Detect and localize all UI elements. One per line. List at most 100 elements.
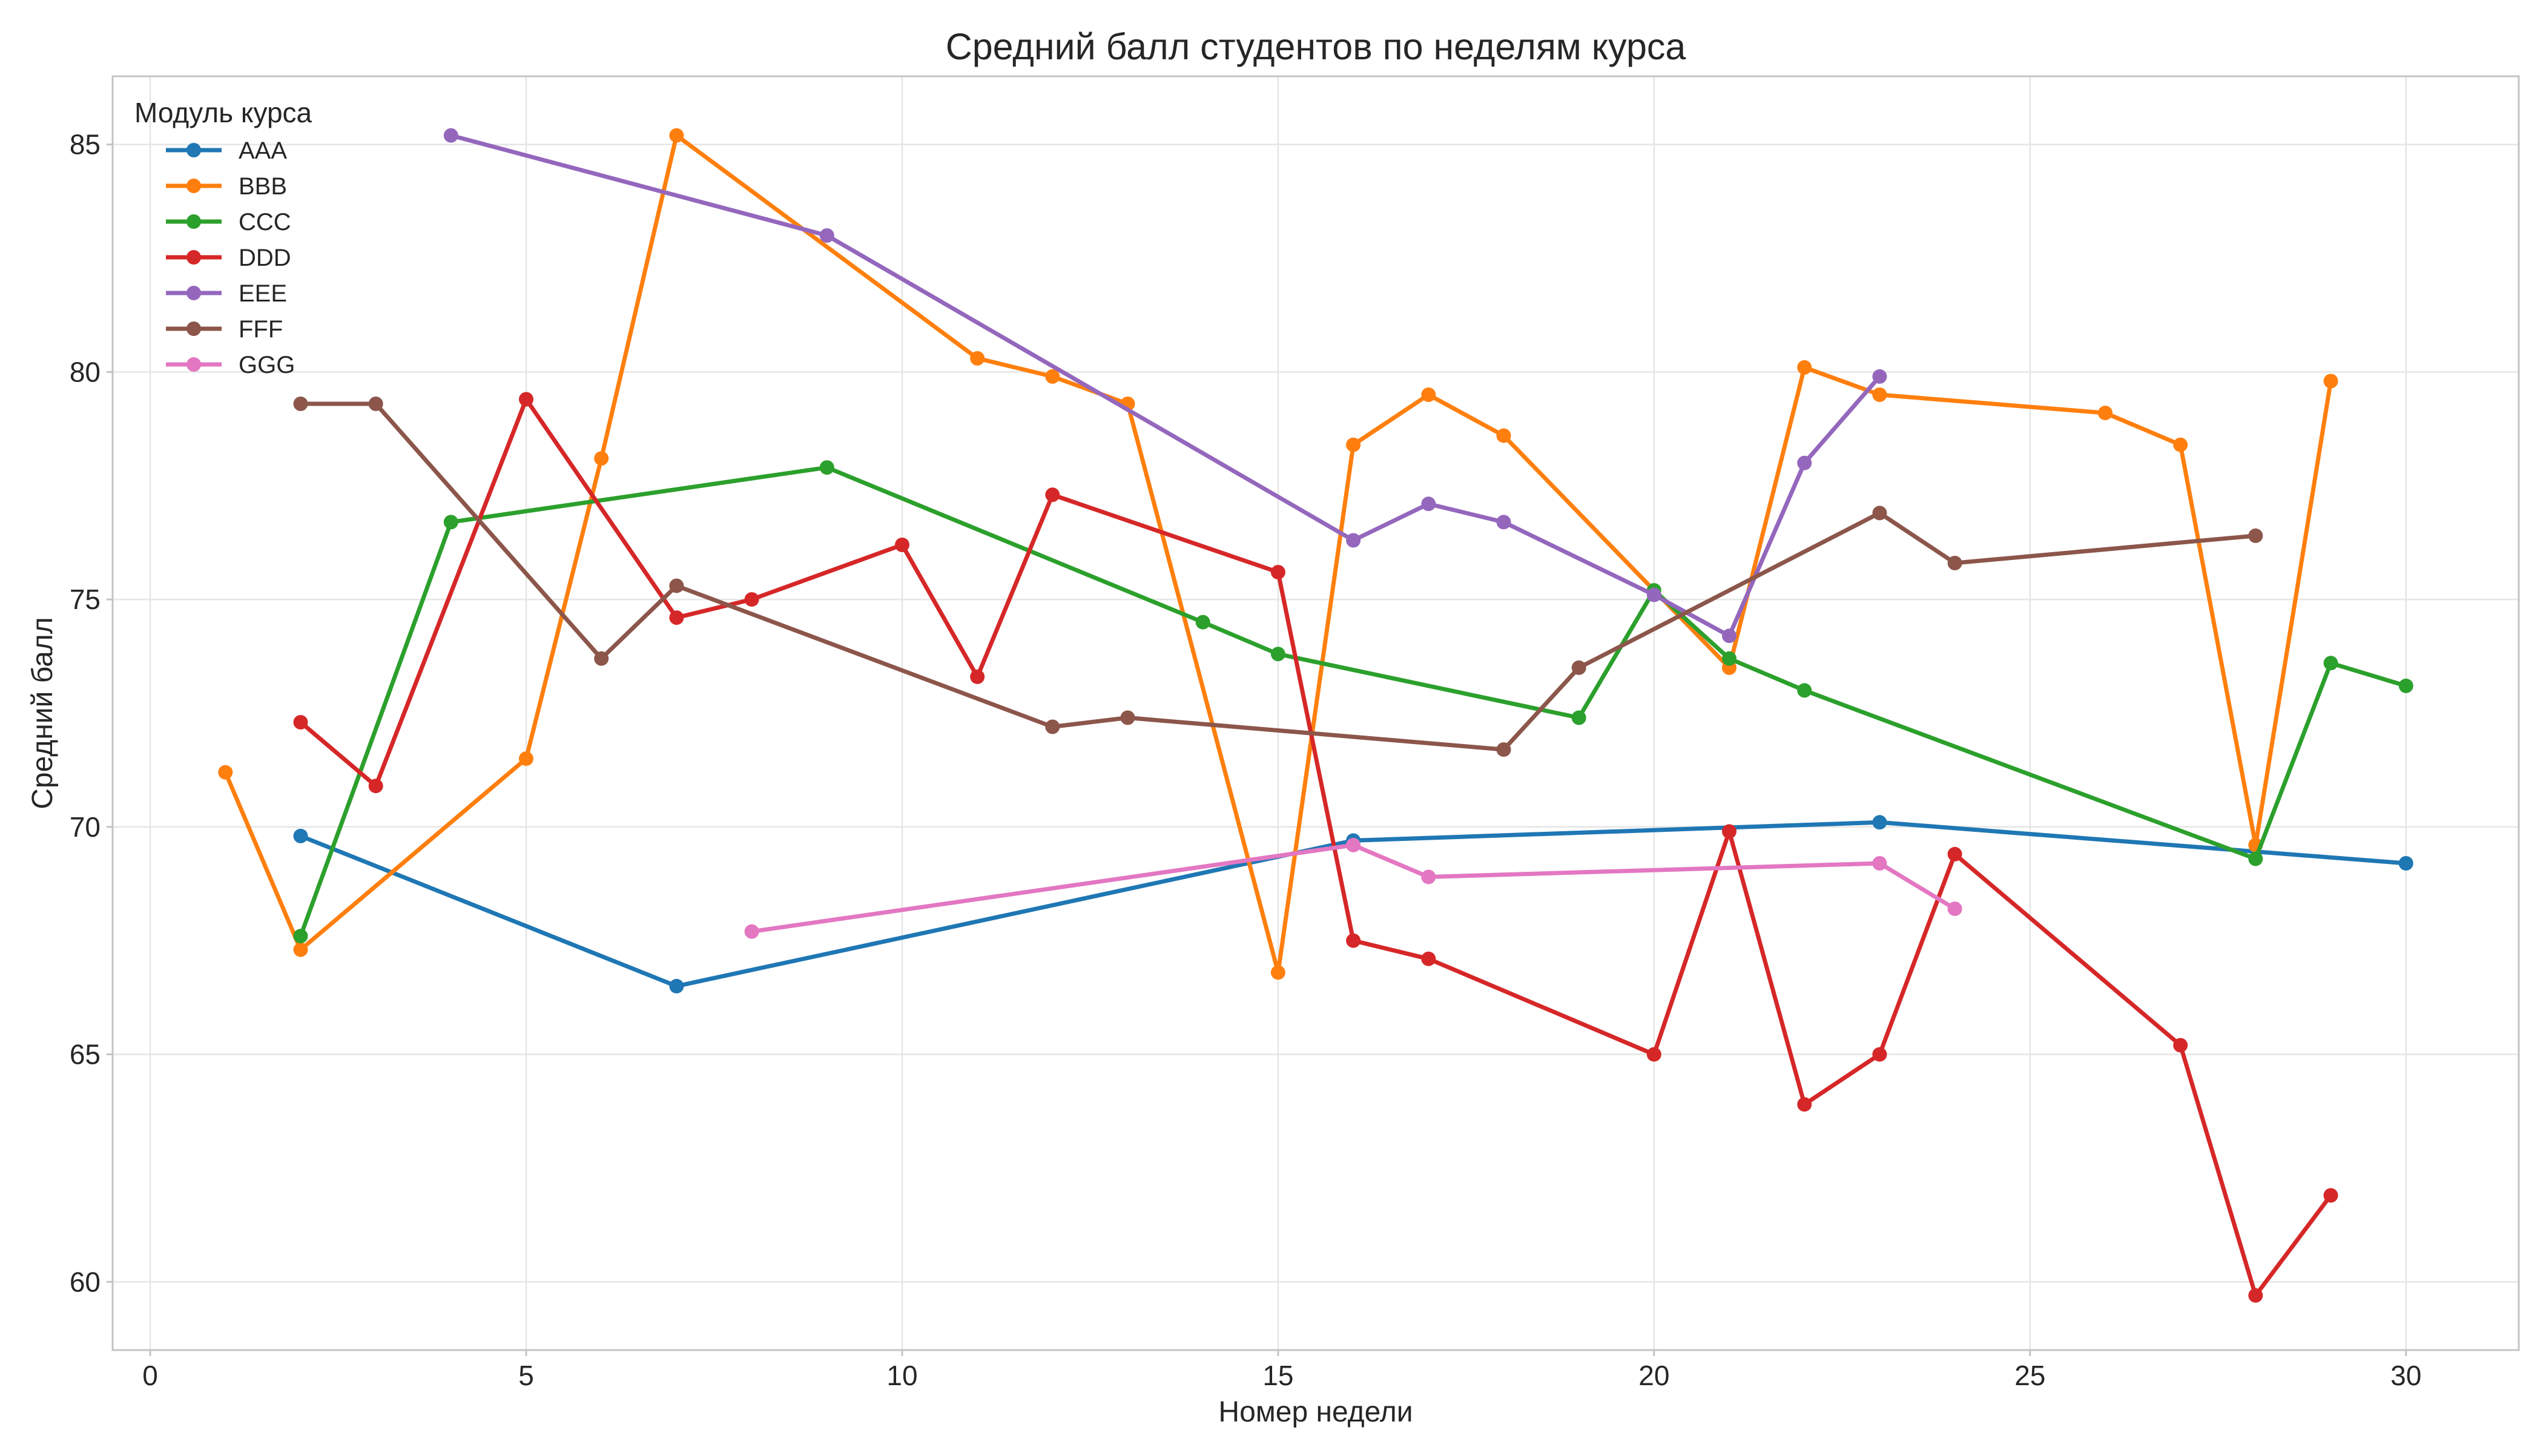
data-point-aaa bbox=[1872, 815, 1887, 830]
data-point-fff bbox=[594, 651, 609, 666]
data-point-eee bbox=[1872, 369, 1887, 384]
data-point-ddd bbox=[1270, 565, 1285, 580]
series-ddd bbox=[293, 392, 2338, 1303]
data-point-fff bbox=[1947, 556, 1962, 570]
data-point-bbb bbox=[669, 128, 684, 143]
data-point-eee bbox=[1346, 533, 1361, 548]
data-point-fff bbox=[2248, 528, 2263, 543]
legend-swatch-marker bbox=[186, 143, 201, 157]
data-point-ccc bbox=[1722, 651, 1737, 666]
legend-item-eee: EEE bbox=[166, 280, 287, 307]
data-point-ddd bbox=[2173, 1038, 2188, 1053]
data-point-eee bbox=[819, 228, 834, 243]
legend-label: CCC bbox=[239, 209, 291, 236]
data-point-ddd bbox=[2248, 1288, 2263, 1303]
data-point-ccc bbox=[2248, 851, 2263, 866]
legend-label: DDD bbox=[239, 245, 291, 271]
data-point-ccc bbox=[443, 515, 458, 530]
series-line-ccc bbox=[298, 465, 2409, 938]
x-tick-label: 25 bbox=[2014, 1360, 2045, 1391]
series-fff bbox=[293, 397, 2263, 757]
data-point-fff bbox=[1120, 710, 1135, 725]
x-axis-label: Номер недели bbox=[1218, 1396, 1413, 1428]
data-point-ccc bbox=[819, 460, 834, 475]
legend-swatch-marker bbox=[186, 179, 201, 193]
data-point-eee bbox=[1797, 455, 1812, 470]
data-point-bbb bbox=[218, 765, 233, 780]
x-tick-label: 10 bbox=[886, 1360, 917, 1391]
legend-label: FFF bbox=[239, 316, 283, 343]
plot-frame bbox=[111, 75, 2520, 1351]
legend-label: BBB bbox=[239, 173, 287, 200]
data-point-bbb bbox=[1045, 369, 1060, 384]
y-axis-label: Средний балл bbox=[27, 617, 59, 809]
data-point-ddd bbox=[895, 538, 909, 552]
data-point-ddd bbox=[519, 392, 533, 407]
data-point-ddd bbox=[293, 715, 308, 730]
chart-title: Средний балл студентов по неделям курса bbox=[946, 26, 1686, 67]
data-point-ddd bbox=[1346, 933, 1361, 948]
data-point-ddd bbox=[2323, 1188, 2338, 1203]
legend-swatch-marker bbox=[186, 321, 201, 336]
legend-item-bbb: BBB bbox=[166, 173, 287, 200]
data-point-ggg bbox=[1872, 856, 1887, 871]
data-point-ggg bbox=[1346, 837, 1361, 852]
data-point-aaa bbox=[2398, 856, 2413, 871]
data-point-bbb bbox=[1872, 387, 1887, 402]
legend-item-ccc: CCC bbox=[166, 209, 291, 236]
data-point-ddd bbox=[368, 779, 383, 794]
data-point-ccc bbox=[1571, 710, 1586, 725]
data-point-bbb bbox=[1346, 437, 1361, 452]
data-point-bbb bbox=[2098, 406, 2113, 421]
data-point-bbb bbox=[2323, 374, 2338, 389]
data-point-bbb bbox=[1270, 965, 1285, 980]
y-tick-label: 70 bbox=[70, 811, 101, 843]
legend-label: EEE bbox=[239, 280, 287, 307]
data-point-ccc bbox=[2398, 678, 2413, 693]
data-point-bbb bbox=[1421, 387, 1436, 402]
data-point-eee bbox=[1421, 496, 1436, 512]
series-group bbox=[218, 128, 2413, 1303]
legend-label: AAA bbox=[239, 137, 287, 164]
grid bbox=[113, 76, 2519, 1350]
data-point-ggg bbox=[1947, 901, 1962, 917]
data-point-fff bbox=[1045, 719, 1060, 734]
data-point-bbb bbox=[519, 751, 533, 766]
x-tick-label: 30 bbox=[2390, 1360, 2421, 1391]
data-point-eee bbox=[1496, 515, 1511, 530]
x-tick-label: 0 bbox=[142, 1360, 158, 1391]
data-point-ccc bbox=[1195, 614, 1210, 630]
legend-swatch-marker bbox=[186, 250, 201, 265]
axis-ticks: 0 5 10 15 20 25 30 60 65 70 75 80 85 bbox=[70, 129, 2421, 1391]
x-tick-label: 5 bbox=[518, 1360, 534, 1391]
legend: Модуль курса AAA BBB CCC DDD EEE FFF GGG bbox=[134, 97, 312, 378]
y-tick-label: 65 bbox=[70, 1039, 101, 1070]
data-point-bbb bbox=[970, 351, 985, 366]
legend-label: GGG bbox=[239, 352, 295, 378]
legend-swatch-marker bbox=[186, 286, 201, 300]
data-point-fff bbox=[1872, 506, 1887, 521]
legend-items: AAA BBB CCC DDD EEE FFF GGG bbox=[166, 137, 295, 378]
data-point-ggg bbox=[744, 924, 759, 939]
data-point-ccc bbox=[293, 929, 308, 944]
data-point-bbb bbox=[594, 451, 609, 466]
legend-title: Модуль курса bbox=[134, 97, 312, 128]
data-point-ddd bbox=[1421, 951, 1436, 966]
data-point-ggg bbox=[1421, 869, 1436, 884]
data-point-ddd bbox=[1872, 1047, 1887, 1062]
data-point-ddd bbox=[1722, 824, 1737, 839]
data-point-ccc bbox=[2323, 656, 2338, 671]
series-bbb bbox=[218, 128, 2338, 980]
data-point-aaa bbox=[293, 828, 308, 843]
legend-swatch-marker bbox=[186, 357, 201, 372]
series-ggg bbox=[744, 837, 1962, 939]
data-point-bbb bbox=[2173, 437, 2188, 452]
data-point-ddd bbox=[669, 610, 684, 625]
data-point-bbb bbox=[293, 942, 308, 957]
y-tick-label: 85 bbox=[70, 129, 101, 160]
x-tick-label: 15 bbox=[1262, 1360, 1293, 1391]
legend-item-fff: FFF bbox=[166, 316, 283, 343]
